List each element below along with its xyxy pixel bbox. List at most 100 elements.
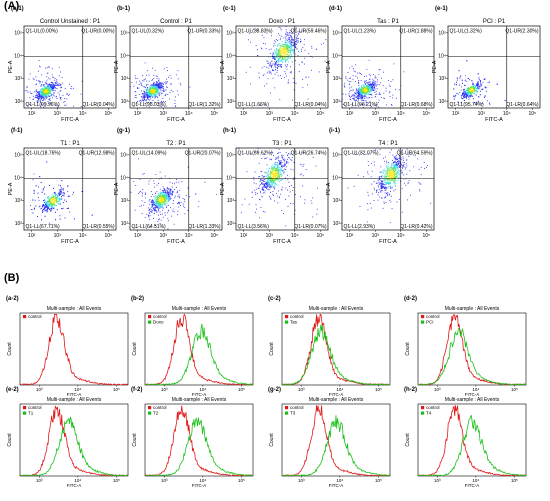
panel-label: (d-1) (329, 6, 342, 12)
plot-title: Tas : P1 (377, 19, 399, 25)
legend-swatch (23, 406, 27, 410)
quadrant-ul-label: Q1-UL(0.00%) (26, 29, 59, 35)
y-axis-label: Count (7, 342, 13, 356)
x-tick-label: 10⁴ (291, 111, 299, 117)
x-axis-label: FITC-A (273, 117, 291, 123)
legend-swatch (421, 406, 425, 410)
plot-frame (144, 312, 254, 386)
series-line-doxo (145, 323, 253, 385)
quadrant-lr-label: Q1-LR(0.42%) (400, 224, 433, 230)
plot-title: Control Unstained : P1 (40, 19, 101, 25)
y-tick-label: 10⁵ (332, 153, 340, 159)
x-tick-label: 10⁴ (79, 111, 87, 117)
panel-label: (e-2) (6, 387, 19, 393)
x-tick-label: 10² (134, 233, 142, 239)
x-axis-label: FITC-A (329, 483, 344, 488)
plot-title: Multi-sample : All Events (445, 397, 500, 403)
x-axis-label: FITC-A (379, 117, 397, 123)
x-tick-label: 10⁵ (423, 233, 431, 239)
x-axis-label: FITC-A (67, 483, 82, 488)
y-tick-label: 10² (121, 221, 129, 227)
legend-label: control (426, 314, 440, 319)
quadrant-ul-label: Q1-UL(38.83%) (238, 29, 273, 35)
y-tick-label: 10⁴ (226, 53, 234, 59)
y-tick-label: 10³ (15, 198, 23, 204)
x-axis-label: FITC-A (61, 239, 79, 245)
y-axis-label: Count (7, 433, 13, 447)
y-tick-label: 10² (333, 99, 341, 105)
series-line-pci (418, 327, 526, 385)
legend-label: T1 (28, 411, 34, 416)
quadrant-ll-label: Q1-LL(67.71%) (26, 224, 61, 230)
series-line-t2 (145, 416, 253, 476)
quadrant-lr-label: Q1-LR(0.04%) (82, 102, 115, 108)
quadrant-ul-label: Q1-UL(1.23%) (344, 29, 377, 35)
quadrant-ll-label: Q1-LL(1.66%) (238, 102, 270, 108)
x-tick-label: 10³ (161, 478, 168, 483)
x-tick-label: 10⁴ (472, 387, 479, 392)
x-axis-label: FITC-A (67, 392, 82, 397)
quadrant-ul-label: Q1-UL(18.76%) (26, 151, 61, 157)
quadrant-ur-label: Q1-UR(2.30%) (505, 29, 538, 35)
x-tick-label: 10⁴ (336, 387, 343, 392)
y-tick-label: 10⁴ (14, 53, 22, 59)
quadrant-ur-label: Q1-UR(0.00%) (81, 29, 114, 35)
quadrant-lr-label: Q1-LR(1.32%) (188, 102, 221, 108)
x-tick-label: 10³ (266, 111, 274, 117)
x-tick-label: 10² (346, 111, 354, 117)
y-tick-label: 10³ (121, 198, 129, 204)
x-tick-label: 10⁴ (291, 233, 299, 239)
x-tick-label: 10⁴ (185, 233, 193, 239)
legend-label: control (28, 314, 42, 319)
y-tick-label: 10⁴ (120, 175, 128, 181)
y-tick-label: 10⁴ (332, 53, 340, 59)
quadrant-ur-label: Q1-UR(20.07%) (185, 151, 221, 157)
x-tick-label: 10⁴ (199, 478, 206, 483)
legend-swatch (23, 315, 27, 319)
plot-title: T2 : P1 (166, 141, 186, 147)
plot-title: Multi-sample : All Events (309, 397, 364, 403)
dot-plot-i-1: (i-1) T4 : P1 Q1-UL(32.07%) Q1-UR(64.59%) Q1… (326, 128, 435, 245)
y-tick-label: 10² (227, 99, 235, 105)
x-axis-label: FITC-A (379, 239, 397, 245)
x-tick-label: 10² (28, 111, 36, 117)
legend-label: control (153, 405, 167, 410)
quadrant-ur-label: Q1-UR(1.88%) (399, 29, 432, 35)
y-axis-label: Count (269, 433, 275, 447)
panel-label: (g-1) (117, 128, 130, 134)
quadrant-ll-label: Q1-LL(3.56%) (238, 224, 270, 230)
quadrant-ur-label: Q1-UR(0.33%) (187, 29, 220, 35)
x-tick-label: 10² (240, 233, 248, 239)
y-axis-label: PE-A (432, 60, 438, 73)
panel-label: (a-1) (11, 6, 24, 12)
x-tick-label: 10⁴ (74, 478, 81, 483)
y-axis-label: PE-A (220, 60, 226, 73)
panel-label: (c-2) (268, 296, 281, 302)
series-line-control (145, 405, 253, 476)
histogram-c-2: (c-2) Multi-sample : All Events controlTas… (268, 296, 391, 397)
plot-frame (341, 25, 435, 109)
panel-label: (f-1) (11, 128, 22, 134)
legend-swatch (148, 406, 152, 410)
y-axis-label: Count (132, 342, 138, 356)
x-tick-label: 10⁵ (529, 111, 537, 117)
legend-swatch (421, 320, 425, 324)
legend-swatch (421, 315, 425, 319)
cell-events (453, 60, 506, 106)
x-tick-label: 10⁵ (113, 478, 120, 483)
x-tick-label: 10⁵ (238, 387, 245, 392)
legend-swatch (285, 411, 289, 415)
x-tick-label: 10⁴ (503, 111, 511, 117)
panel-label: (d-2) (404, 296, 417, 302)
panel-label: (a-2) (6, 296, 19, 302)
plot-frame (341, 147, 435, 231)
y-tick-label: 10⁵ (14, 153, 22, 159)
y-axis-label: PE-A (326, 182, 332, 195)
x-tick-label: 10⁵ (211, 233, 219, 239)
plot-title: Doxo : P1 (269, 19, 296, 25)
plot-frame (417, 403, 527, 477)
x-tick-label: 10³ (161, 387, 168, 392)
x-tick-label: 10⁵ (211, 111, 219, 117)
